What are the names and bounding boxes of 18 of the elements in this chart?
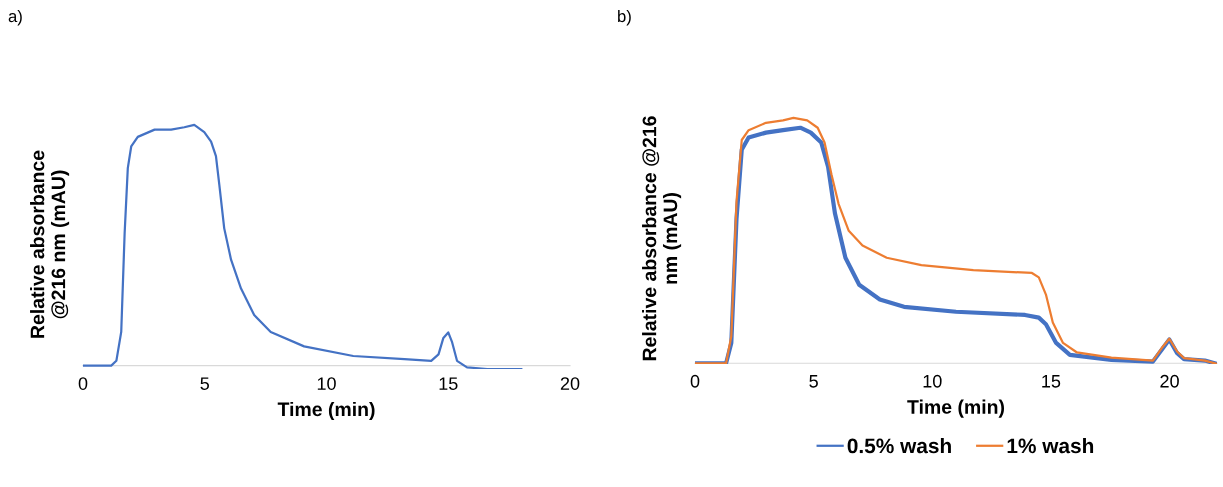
x-axis-title: Time (min) — [277, 401, 375, 421]
legend-label: 1% wash — [1007, 437, 1094, 454]
x-tick-label: 10 — [923, 374, 942, 388]
x-tick-label: 20 — [560, 377, 580, 390]
x-axis-title: Time (min) — [907, 399, 1005, 418]
legend-label: 0.5% wash — [847, 437, 951, 454]
y-axis-title: Relative absorbance @216 nm (mAU) — [642, 116, 682, 361]
x-tick-label: 0 — [78, 377, 88, 390]
x-tick-label: 10 — [317, 377, 336, 390]
x-tick-label: 15 — [439, 377, 458, 390]
x-tick-label: 5 — [809, 375, 818, 388]
chart-title: b) — [618, 9, 631, 26]
x-tick-label: 5 — [200, 377, 210, 390]
x-tick-label: 15 — [1042, 375, 1061, 388]
y-axis-title: Relative absorbance @216 nm (mAU) — [30, 150, 70, 338]
x-tick-label: 20 — [1160, 374, 1179, 388]
chart-title: a) — [8, 9, 22, 26]
x-tick-label: 0 — [690, 374, 700, 388]
